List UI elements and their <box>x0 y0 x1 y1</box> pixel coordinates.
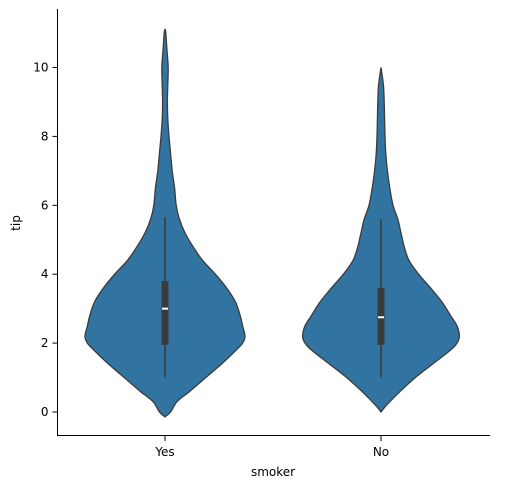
y-tick-label: 4 <box>41 267 49 281</box>
x-axis-label: smoker <box>251 465 295 479</box>
y-ticks: 0 2 4 6 8 10 <box>33 61 58 419</box>
boxes-layer <box>161 217 385 378</box>
y-tick-label: 6 <box>41 198 49 212</box>
x-tick-label: No <box>373 445 389 459</box>
violins-layer <box>84 28 461 418</box>
y-axis-label: tip <box>9 215 23 231</box>
y-tick-label: 8 <box>41 129 49 143</box>
x-tick-label: Yes <box>154 445 174 459</box>
y-tick-label: 2 <box>41 336 49 350</box>
iqr-box-yes <box>161 281 169 345</box>
y-tick-label: 10 <box>33 61 48 75</box>
x-ticks: Yes No <box>154 436 389 459</box>
y-tick-label: 0 <box>41 405 49 419</box>
